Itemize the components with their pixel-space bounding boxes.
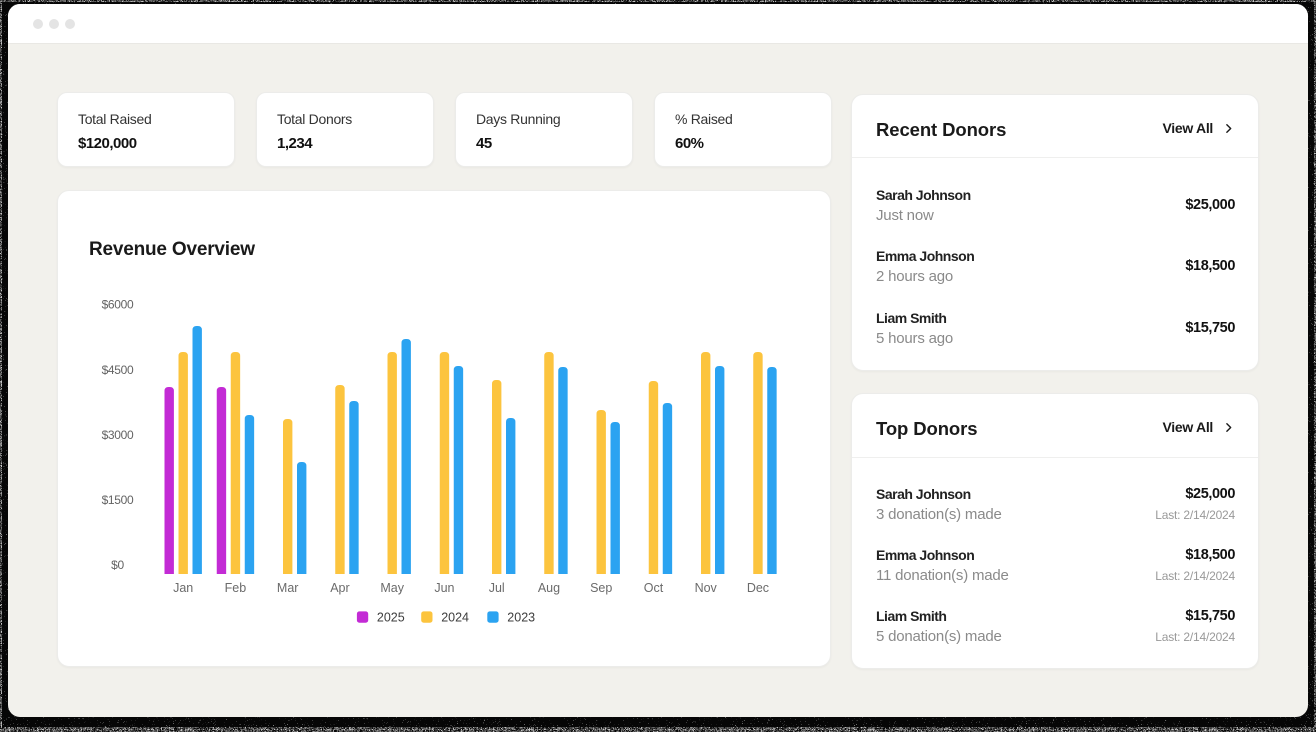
svg-text:Mar: Mar [277,581,299,595]
svg-text:May: May [380,581,404,595]
svg-text:Oct: Oct [644,581,664,595]
svg-text:Feb: Feb [225,581,247,595]
svg-text:2023: 2023 [507,611,535,625]
svg-text:$3000: $3000 [102,428,134,442]
svg-text:$0: $0 [111,558,124,572]
svg-text:Apr: Apr [330,581,349,595]
svg-text:$1500: $1500 [102,493,134,507]
svg-text:$4500: $4500 [102,363,134,377]
svg-text:Aug: Aug [538,581,560,595]
svg-text:Sep: Sep [590,581,612,595]
svg-text:Nov: Nov [695,581,718,595]
svg-text:Jun: Jun [434,581,454,595]
svg-text:$6000: $6000 [102,298,134,312]
svg-text:Jul: Jul [489,581,505,595]
svg-text:Dec: Dec [747,581,769,595]
svg-text:2025: 2025 [377,611,405,625]
svg-text:2024: 2024 [441,611,469,625]
svg-text:Jan: Jan [173,581,193,595]
